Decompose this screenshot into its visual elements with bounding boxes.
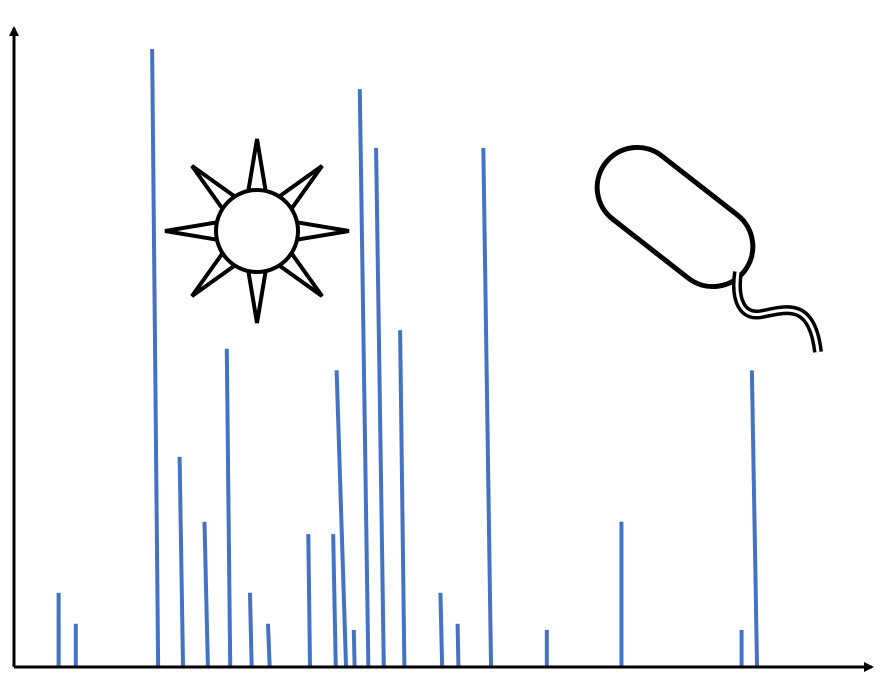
spectral-bar-8 [265,623,272,668]
spectral-bar-17 [455,623,461,668]
spectral-bar-12 [351,629,357,668]
spectral-bar-10 [331,534,338,668]
spectral-bar-7 [247,592,254,668]
spectral-bar-14 [374,147,386,668]
spectral-bar-18 [481,147,494,668]
spectral-bar-15 [398,330,407,668]
spectral-bar-6 [224,348,233,668]
spectral-bar-13 [357,89,371,668]
spectral-bar-5 [202,521,210,668]
bacterium-icon [594,144,823,353]
spectral-bar-16 [438,592,445,668]
spectral-bar-11 [334,370,349,668]
bars-layer [56,48,760,668]
spectral-bar-9 [306,534,313,668]
spectral-bar-4 [177,456,186,668]
sun-icon [164,138,350,324]
spectral-bar-3 [150,48,161,668]
spectral-bar-22 [749,370,760,668]
